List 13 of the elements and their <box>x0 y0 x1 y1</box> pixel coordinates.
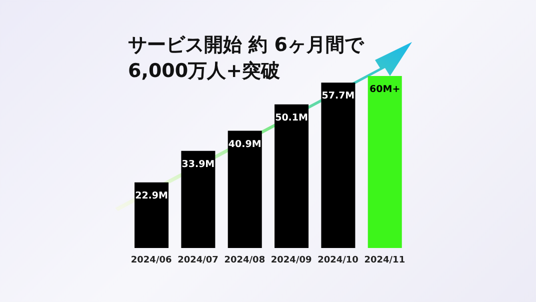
chart-title: サービス開始 約 6ヶ月間で 6,000万人+突破 <box>128 33 364 84</box>
x-tick-label: 2024/06 <box>130 255 172 266</box>
x-tick-label: 2024/08 <box>224 255 266 266</box>
data-label: 22.9M <box>135 190 168 202</box>
x-tick-label: 2024/09 <box>270 255 312 266</box>
x-tick-label: 2024/11 <box>364 255 406 266</box>
data-label: 60M+ <box>370 84 400 95</box>
data-label: 57.7M <box>322 90 355 102</box>
x-tick-label: 2024/10 <box>318 255 358 266</box>
data-label: 50.1M <box>275 112 308 124</box>
data-label: 40.9M <box>228 138 262 150</box>
x-tick-label: 2024/07 <box>178 255 218 266</box>
data-label: 33.9M <box>182 158 215 170</box>
